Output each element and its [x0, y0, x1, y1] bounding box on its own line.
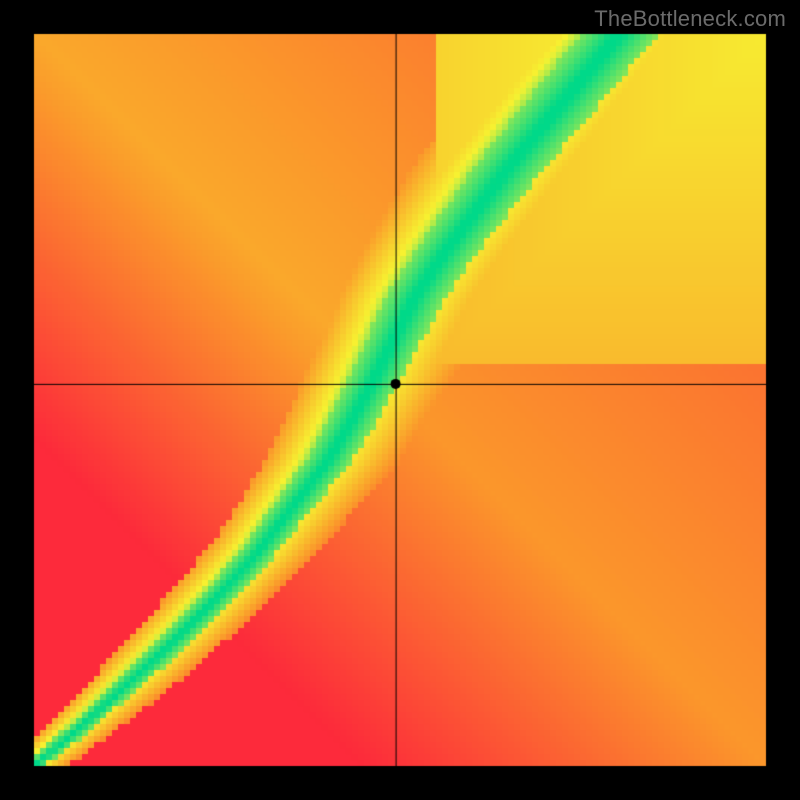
bottleneck-heatmap	[0, 0, 800, 800]
watermark-text: TheBottleneck.com	[594, 6, 786, 32]
chart-container: { "watermark": { "text": "TheBottleneck.…	[0, 0, 800, 800]
